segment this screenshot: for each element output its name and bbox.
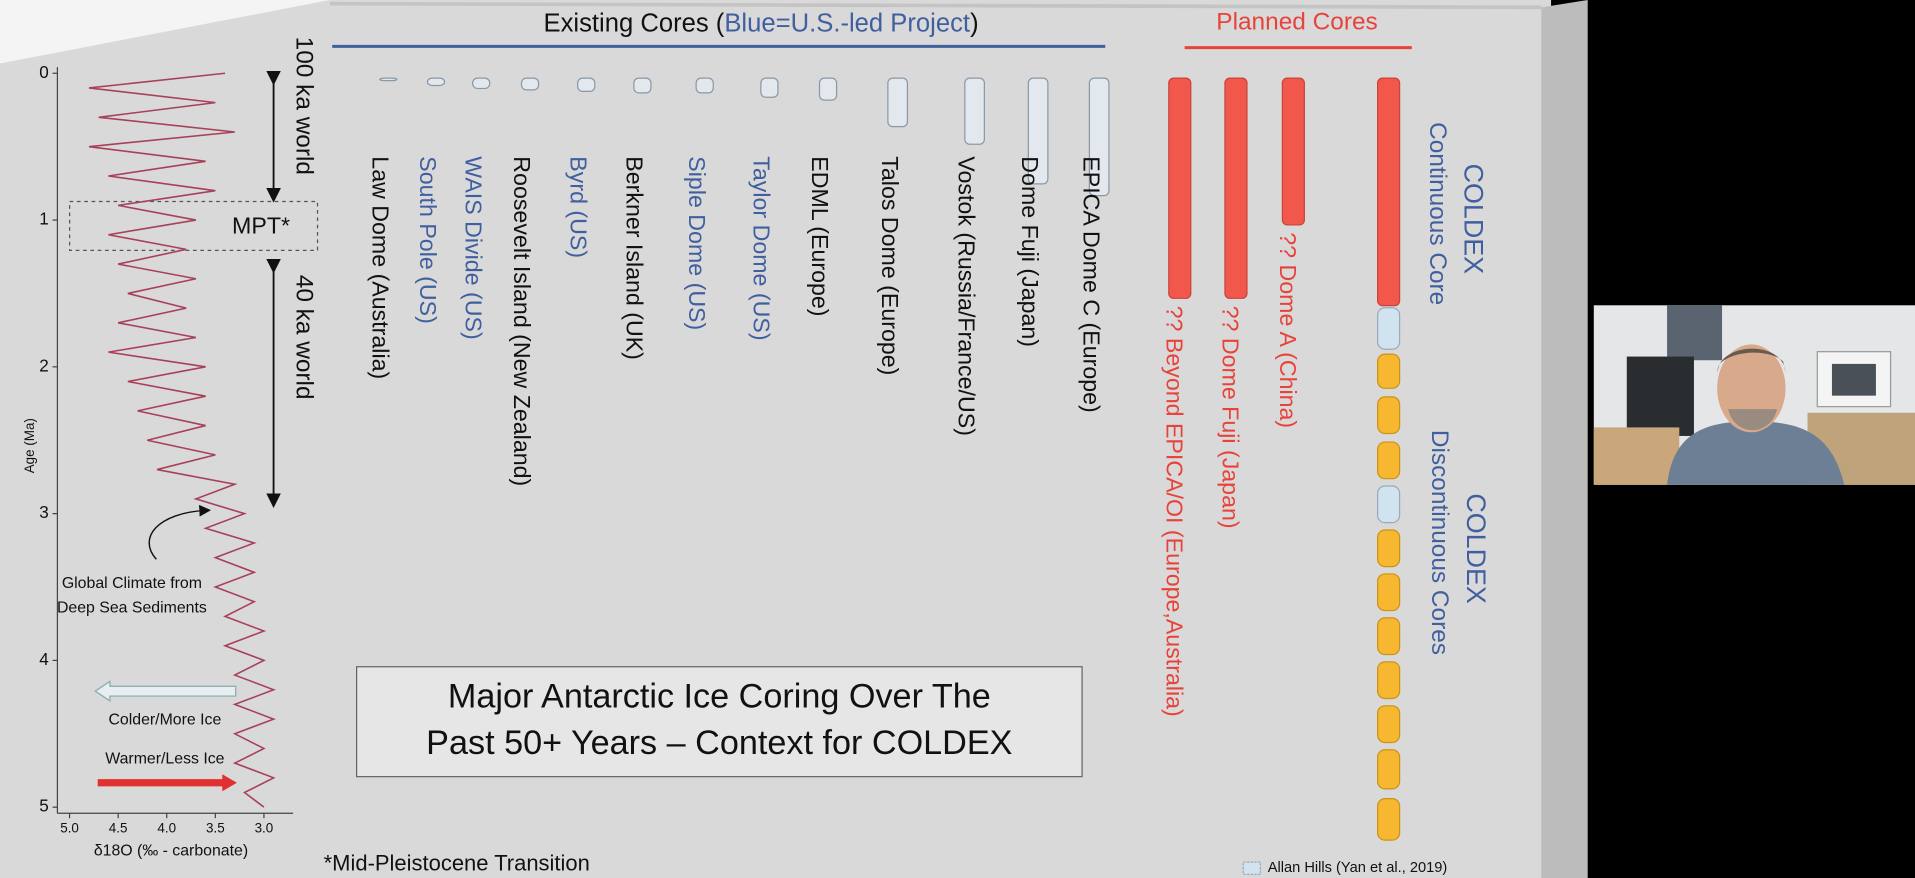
discontinuous-cores bbox=[1377, 307, 1401, 841]
cold-arrow bbox=[94, 680, 237, 703]
core bbox=[695, 77, 714, 94]
core bbox=[964, 77, 985, 145]
mpt-box bbox=[69, 200, 319, 251]
core-label: Siple Dome (US) bbox=[684, 156, 710, 330]
core-label: South Pole (US) bbox=[415, 156, 441, 324]
slide-bevel bbox=[1541, 0, 1588, 878]
core-label: EPICA Dome C (Europe) bbox=[1078, 156, 1104, 412]
annotation: Warmer/Less Ice bbox=[105, 751, 224, 768]
core-label: ?? Dome Fuji (Japan) bbox=[1218, 306, 1244, 529]
core bbox=[1224, 77, 1248, 299]
webcam-video bbox=[1593, 305, 1915, 485]
core bbox=[577, 77, 596, 92]
annotation: MPT* bbox=[232, 212, 290, 238]
core-label: Byrd (US) bbox=[565, 156, 591, 258]
core bbox=[1281, 77, 1305, 226]
core-label: Law Dome (Australia) bbox=[367, 156, 393, 379]
y-tick-label: 1 bbox=[39, 210, 49, 229]
title: Major Antarctic Ice Coring Over The bbox=[448, 678, 991, 716]
planned-header: Planned Cores bbox=[1216, 9, 1377, 36]
core bbox=[1027, 77, 1049, 185]
y-tick-label: 5 bbox=[39, 797, 49, 816]
annotation: 100 ka world bbox=[290, 37, 317, 175]
core bbox=[1168, 77, 1192, 299]
coldex-label: COLDEX bbox=[1461, 493, 1491, 604]
core-label: WAIS Divide (US) bbox=[460, 156, 486, 339]
core-label: Taylor Dome (US) bbox=[749, 156, 775, 340]
axis-title: δ18O (‰ - carbonate) bbox=[94, 842, 248, 859]
x-tick-label: 5.0 bbox=[60, 821, 79, 836]
arrow bbox=[148, 504, 212, 560]
core-label: Dome Fuji (Japan) bbox=[1017, 156, 1043, 347]
title: Past 50+ Years – Context for COLDEX bbox=[426, 724, 1012, 762]
existing-header: Existing Cores (Blue=U.S.-led Project) bbox=[543, 9, 978, 37]
coldex-label: Discontinuous Cores bbox=[1426, 430, 1453, 655]
annotation: Colder/More Ice bbox=[108, 712, 221, 729]
y-tick-label: 2 bbox=[39, 356, 49, 375]
core-label: Talos Dome (Europe) bbox=[877, 156, 903, 375]
core-label: ?? Dome A (China) bbox=[1275, 232, 1301, 428]
annotation: Deep Sea Sediments bbox=[57, 599, 207, 616]
warm-arrow bbox=[97, 774, 237, 792]
coldex-label: Continuous Core bbox=[1424, 122, 1451, 305]
coldex-label: COLDEX bbox=[1459, 164, 1489, 275]
x-tick-label: 3.5 bbox=[206, 821, 225, 836]
x-tick-label: 3.0 bbox=[255, 821, 274, 836]
core-label: ?? Beyond EPICA/OI (Europe,Australia) bbox=[1161, 306, 1187, 717]
core bbox=[520, 77, 540, 91]
core bbox=[1377, 77, 1401, 307]
data-line bbox=[88, 72, 276, 808]
x-tick-label: 4.0 bbox=[157, 821, 176, 836]
y-tick-label: 3 bbox=[39, 503, 49, 522]
legend-text: Allan Hills (Yan et al., 2019) bbox=[1268, 860, 1448, 876]
x-tick-label: 4.5 bbox=[109, 821, 128, 836]
y-tick-label: 0 bbox=[39, 63, 49, 82]
core-label: Roosevelt Island (New Zealand) bbox=[509, 156, 535, 486]
core bbox=[887, 77, 909, 128]
y-tick-label: 4 bbox=[39, 650, 49, 669]
core bbox=[633, 77, 652, 94]
core bbox=[426, 77, 446, 87]
axis-title: Age (Ma) bbox=[22, 418, 37, 473]
core-label: EDML (Europe) bbox=[807, 156, 833, 316]
header-text: Existing Cores ( bbox=[543, 9, 724, 37]
annotation: Global Climate from bbox=[62, 575, 202, 592]
header-blue: Blue=U.S.-led Project bbox=[724, 9, 970, 37]
header-text: ) bbox=[970, 9, 979, 37]
footnote: *Mid-Pleistocene Transition bbox=[324, 850, 590, 875]
title-box bbox=[356, 666, 1083, 778]
core bbox=[818, 77, 838, 101]
core bbox=[760, 77, 779, 98]
slide-edge bbox=[329, 1, 1542, 10]
core-label: Vostok (Russia/France/US) bbox=[954, 156, 980, 436]
core bbox=[1088, 77, 1110, 197]
core bbox=[379, 77, 398, 82]
core-label: Berkner Island (UK) bbox=[622, 156, 648, 360]
legend-swatch bbox=[1242, 861, 1261, 875]
annotation: 40 ka world bbox=[290, 275, 317, 400]
core bbox=[472, 77, 491, 90]
